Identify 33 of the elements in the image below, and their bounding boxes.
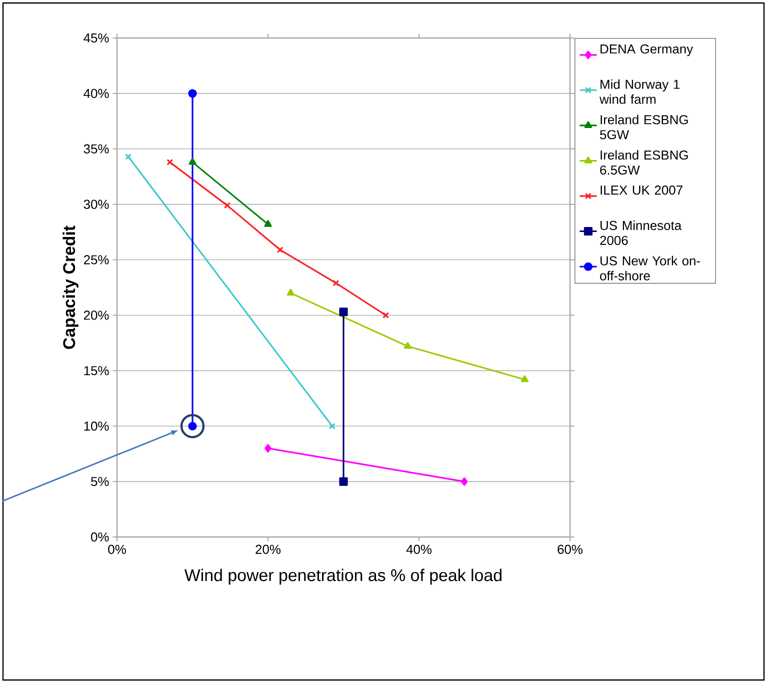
point: [404, 342, 412, 349]
y-tick-label: 40%: [84, 88, 109, 98]
legend-label: Ireland ESBNG 6.5GW: [600, 150, 688, 175]
legend-label: ILEX UK 2007: [600, 186, 682, 195]
legend-label: DENA Germany: [600, 44, 694, 56]
x-axis-title: Wind power penetration as % of peak load: [184, 568, 502, 585]
y-tick-label: 20%: [84, 310, 109, 320]
point: [286, 288, 294, 296]
legend-label: US New York on-off-shore: [600, 256, 700, 280]
y-tick-label: 10%: [84, 422, 109, 431]
point: [264, 444, 272, 453]
point: [460, 477, 468, 486]
x-tick-label: 40%: [406, 544, 432, 554]
point: [339, 477, 348, 486]
y-tick-label: 45%: [84, 33, 109, 43]
y-tick-label: 35%: [84, 144, 109, 154]
x-tick-label: 20%: [256, 544, 281, 554]
x-tick-label: 60%: [558, 544, 583, 554]
y-tick-label: 30%: [84, 200, 109, 209]
legend-label: US Minnesota 2006: [600, 220, 682, 246]
y-tick-label: 25%: [84, 255, 109, 264]
point: [224, 202, 230, 209]
point: [332, 280, 340, 286]
point: [339, 308, 348, 316]
y-tick-label: 5%: [91, 477, 109, 486]
y-tick-label: 15%: [84, 366, 109, 376]
point: [520, 375, 529, 382]
legend-label: Ireland ESBNG 5GW: [600, 114, 688, 140]
y-axis-title: Capacity Credit: [62, 226, 78, 349]
legend-label: Mid Norway 1 wind farm: [600, 79, 680, 104]
y-tick-label: 0%: [91, 532, 109, 542]
x-tick-label: 0%: [108, 544, 126, 554]
point: [276, 246, 284, 254]
